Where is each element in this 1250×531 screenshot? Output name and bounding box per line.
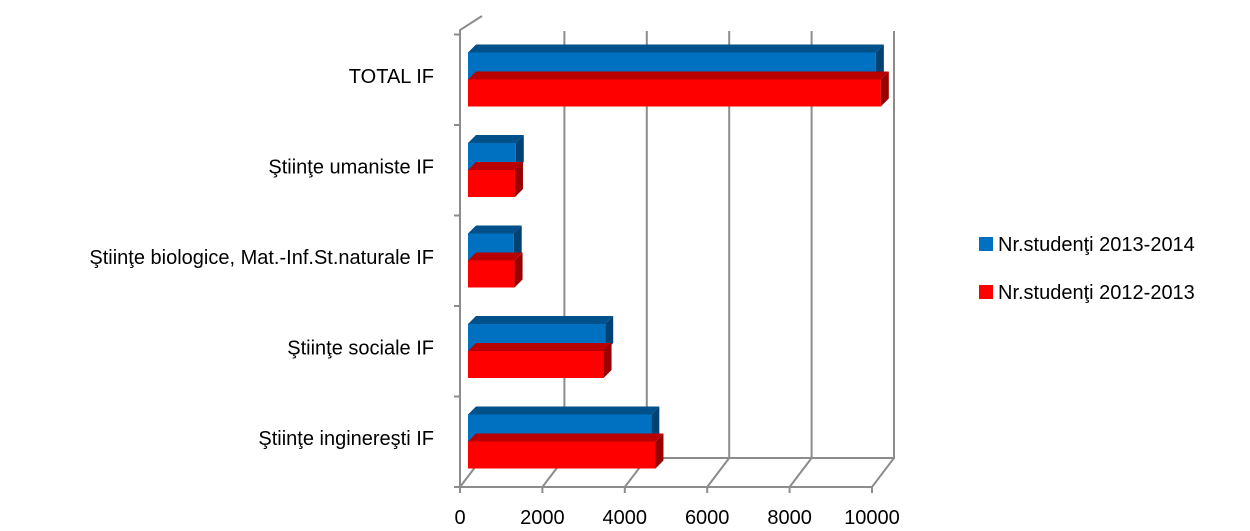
bars-layer (468, 44, 889, 469)
bar-front-face (468, 260, 515, 288)
bar-top-face (468, 343, 612, 351)
legend-swatch-2013-2014 (979, 237, 993, 251)
bar-top-face (468, 433, 664, 442)
bar-front-face (468, 441, 656, 469)
bar-2012-2013 (468, 71, 889, 107)
legend-swatch-2012-2013 (979, 285, 993, 299)
bar-end-face (514, 252, 523, 288)
bar-2012-2013 (468, 252, 523, 288)
x-tick-label: 4000 (603, 507, 648, 529)
legend-label-2012-2013: Nr.studenţi 2012-2013 (998, 282, 1195, 304)
bar-top-face (468, 252, 523, 261)
bar-top-face (468, 406, 660, 415)
x-tick-label: 6000 (685, 507, 730, 529)
bar-end-face (651, 406, 660, 442)
bar-top-face (468, 71, 889, 80)
bar-top-face (468, 44, 884, 53)
category-label: Ştiinţe sociale IF (287, 337, 434, 359)
category-label: Ştiinţe inginereşti IF (258, 428, 434, 450)
bar-end-face (605, 316, 614, 351)
bar-end-face (514, 162, 523, 197)
legend: Nr.studenţi 2013-2014 Nr.studenţi 2012-2… (979, 234, 1195, 304)
bar-end-face (655, 433, 664, 469)
bar-top-face (468, 162, 523, 170)
x-tick-label: 0 (454, 507, 465, 529)
bar-2012-2013 (468, 162, 523, 197)
category-label: TOTAL IF (349, 66, 434, 88)
bar-end-face (875, 44, 884, 80)
category-label: Ştiinţe biologice, Mat.-Inf.St.naturale … (89, 247, 434, 269)
bar-top-face (468, 135, 524, 143)
x-tick-label: 8000 (767, 507, 812, 529)
bar-front-face (468, 79, 881, 107)
bar-2012-2013 (468, 343, 612, 378)
bar-top-face (468, 225, 522, 234)
bar-end-face (515, 135, 524, 170)
bar-front-face (468, 351, 604, 378)
x-tick-label: 2000 (520, 507, 565, 529)
labels-layer: 0 2000 4000 6000 8000 10000 Ştiinţe inginereşt… (89, 66, 899, 529)
grid-layer (454, 15, 895, 493)
bar-front-face (468, 170, 515, 197)
bar-end-face (513, 225, 522, 261)
x-tick-label: 10000 (844, 507, 900, 529)
bar-end-face (880, 71, 889, 107)
bar-top-face (468, 316, 614, 324)
bar-end-face (603, 343, 612, 378)
bar-2012-2013 (468, 433, 664, 469)
category-label: Ştiinţe umaniste IF (268, 156, 434, 178)
legend-label-2013-2014: Nr.studenţi 2013-2014 (998, 234, 1195, 256)
y-axis-line (459, 15, 483, 487)
